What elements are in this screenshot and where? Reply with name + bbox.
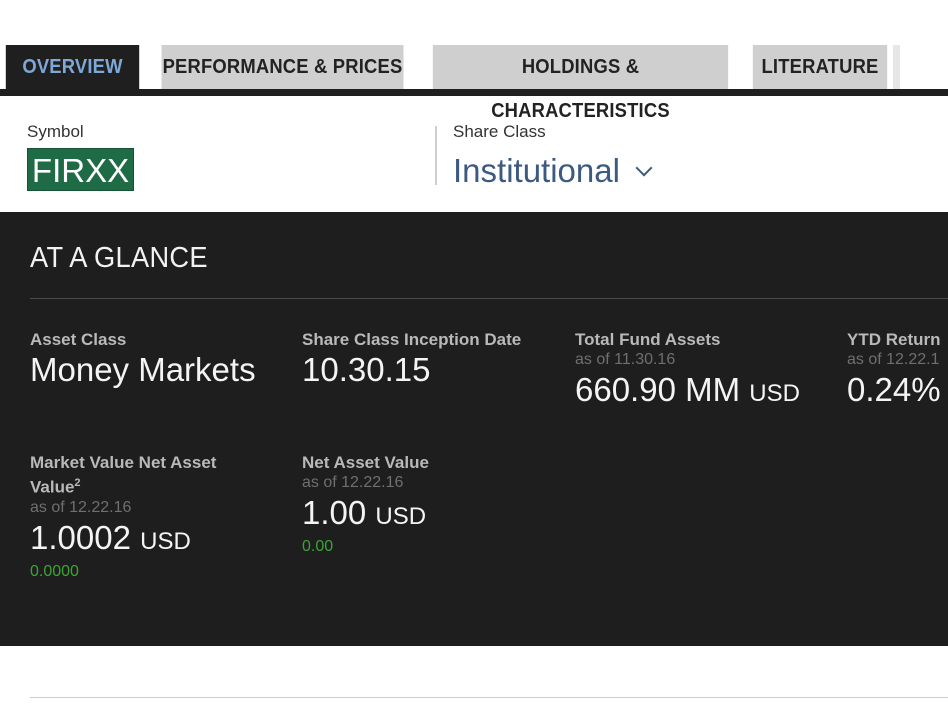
stat-label-row: Market Value Net Asset Value2 bbox=[30, 453, 260, 498]
stat-value-row: 1.0002 USD bbox=[30, 518, 260, 562]
at-a-glance-panel: AT A GLANCE Asset Class Money Markets Sh… bbox=[0, 212, 948, 646]
stat-net-asset-value: Net Asset Value as of 12.22.16 1.00 USD … bbox=[302, 453, 429, 557]
stat-label: Total Fund Assets bbox=[575, 330, 721, 349]
stat-unit: USD bbox=[749, 380, 800, 407]
tab-literature[interactable]: LITERATURE bbox=[752, 45, 888, 89]
stat-asof: as of 12.22.1 bbox=[847, 351, 940, 368]
stat-inception-date: Share Class Inception Date 10.30.15 bbox=[302, 330, 521, 390]
stat-ytd-return: YTD Return as of 12.22.1 0.24% bbox=[847, 330, 941, 410]
symbol-label: Symbol bbox=[27, 122, 84, 141]
tab-overview[interactable]: OVERVIEW bbox=[5, 45, 140, 89]
stat-asof: as of 12.22.16 bbox=[30, 498, 132, 516]
stat-market-value-nav: Market Value Net Asset Value2 as of 12.2… bbox=[30, 453, 260, 582]
stat-value: Money Markets bbox=[30, 351, 256, 388]
stat-value-row: 1.00 USD bbox=[302, 493, 429, 537]
tab-edge bbox=[893, 45, 900, 89]
stat-label: Market Value Net Asset Value bbox=[30, 453, 217, 497]
panel-divider bbox=[30, 298, 948, 299]
stat-label: Share Class Inception Date bbox=[302, 330, 522, 349]
tab-performance-prices[interactable]: PERFORMANCE & PRICES bbox=[161, 45, 404, 89]
stat-value: 660.90 MM bbox=[575, 371, 741, 408]
stat-asset-class: Asset Class Money Markets bbox=[30, 330, 256, 390]
stat-value: 10.30.15 bbox=[302, 351, 431, 388]
panel-title: AT A GLANCE bbox=[30, 242, 208, 274]
stat-change: 0.00 bbox=[302, 538, 334, 555]
share-class-value: Institutional bbox=[453, 152, 620, 189]
share-class-select[interactable]: Institutional bbox=[453, 150, 653, 192]
stat-value: 1.00 bbox=[302, 494, 367, 531]
share-class-label: Share Class bbox=[453, 122, 546, 141]
chevron-down-icon bbox=[635, 159, 653, 177]
stat-label: Asset Class bbox=[30, 330, 127, 349]
stat-label: YTD Return bbox=[847, 330, 941, 349]
stat-value-row: 660.90 MM USD bbox=[575, 370, 800, 414]
stat-value: 1.0002 bbox=[30, 518, 131, 556]
stat-label: Net Asset Value bbox=[302, 453, 429, 472]
header-divider bbox=[435, 126, 437, 185]
symbol-badge: FIRXX bbox=[27, 148, 134, 191]
stat-asof: as of 11.30.16 bbox=[575, 351, 676, 368]
stat-unit: USD bbox=[140, 527, 191, 555]
stat-value: 0.24% bbox=[847, 371, 941, 408]
stat-total-fund-assets: Total Fund Assets as of 11.30.16 660.90 … bbox=[575, 330, 800, 414]
section-divider bbox=[30, 697, 948, 698]
stat-unit: USD bbox=[375, 503, 427, 530]
footnote-marker[interactable]: 2 bbox=[74, 477, 81, 489]
tab-holdings-characteristics[interactable]: HOLDINGS & CHARACTERISTICS bbox=[432, 45, 729, 122]
stat-change: 0.0000 bbox=[30, 562, 79, 580]
stat-asof: as of 12.22.16 bbox=[302, 474, 404, 491]
tab-bar: OVERVIEW PERFORMANCE & PRICES HOLDINGS &… bbox=[0, 45, 948, 122]
